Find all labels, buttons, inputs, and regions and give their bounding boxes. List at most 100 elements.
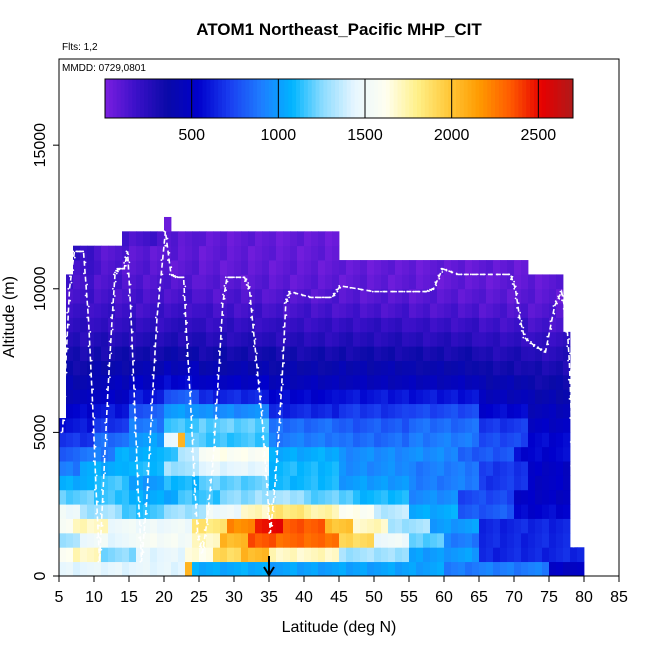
heatmap-cell [416,374,424,390]
heatmap-cell [409,331,417,347]
heatmap-cell [479,504,487,519]
heatmap-cell [346,504,354,519]
heatmap-cell [500,418,508,433]
heatmap-cell [542,317,550,333]
heatmap-cell [409,303,417,318]
flight-track-point [218,388,220,391]
colorbar-swatch [300,79,305,118]
flight-track-point [139,560,142,563]
heatmap-cell [521,389,529,405]
heatmap-cell [129,245,137,261]
colorbar-swatch [413,79,418,118]
heatmap-cell [409,518,417,534]
flight-track-point [136,488,138,491]
heatmap-cell [507,532,515,548]
flight-track-point [564,303,567,306]
heatmap-cell [276,374,284,390]
heatmap-cell [234,331,242,347]
heatmap-cell [220,547,228,563]
heatmap-cell [563,403,571,419]
heatmap-cell [423,331,431,347]
heatmap-cell [325,389,333,405]
flight-track-point [174,276,177,279]
heatmap-cell [444,389,452,405]
heatmap-cell [493,288,501,304]
y-tick-label: 5000 [32,414,49,450]
heatmap-cell [353,274,361,290]
heatmap-cell [129,274,137,290]
heatmap-cell [262,303,270,318]
heatmap-cell [234,475,242,491]
heatmap-cell [367,432,375,448]
heatmap-cell [381,389,389,405]
heatmap-cell [297,518,305,534]
heatmap-cell [472,288,480,304]
heatmap-cell [66,446,74,462]
heatmap-cell [514,446,522,462]
heatmap-cell [101,317,109,333]
heatmap-cell [269,547,277,563]
colorbar-swatch [288,79,293,118]
flight-track-point [569,417,572,419]
heatmap-cell [388,418,396,433]
heatmap-cell [458,360,466,376]
flight-track-point [167,259,169,261]
flight-track-point [283,362,285,364]
heatmap-cell [143,504,151,519]
heatmap-cell [199,561,207,577]
heatmap-cell [227,504,235,519]
flight-track-point [469,273,472,276]
heatmap-cell [122,317,130,333]
heatmap-cell [185,547,193,563]
heatmap-cell [87,461,95,476]
heatmap-cell [73,403,81,419]
heatmap-cell [192,475,200,491]
heatmap-cell [255,303,263,318]
heatmap-cell [129,504,137,519]
heatmap-cell [73,561,81,577]
heatmap-cell [430,274,438,290]
heatmap-cell [122,331,130,347]
flight-track-point [141,548,144,551]
heatmap-cell [108,461,116,476]
heatmap-cell [269,346,277,361]
heatmap-cell [297,346,305,361]
heatmap-cell [451,418,459,433]
heatmap-cell [73,504,81,519]
heatmap-cell [276,418,284,433]
flight-track-point [424,290,427,293]
heatmap-cell [290,274,298,290]
heatmap-cell [416,475,424,491]
flight-track-point [176,276,179,279]
heatmap-cell [199,504,207,519]
heatmap-cell [255,418,263,433]
heatmap-cell [80,532,88,548]
flight-track-point [248,286,251,288]
heatmap-cell [486,532,494,548]
heatmap-cell [528,475,536,491]
heatmap-cell [227,303,235,318]
heatmap-cell [262,331,270,347]
heatmap-cell [101,260,109,275]
heatmap-cell [549,532,557,548]
heatmap-cell [367,547,375,563]
heatmap-cell [507,360,515,376]
flight-track-point [212,431,215,434]
heatmap-cell [241,532,249,548]
flight-track-point [83,272,85,275]
heatmap-cell [325,360,333,376]
heatmap-cell [311,274,319,290]
heatmap-cell [283,389,291,405]
flight-track-point [277,412,280,415]
heatmap-cell [241,403,249,419]
heatmap-cell [472,475,480,491]
colorbar-swatch [183,79,188,118]
colorbar-swatch [378,79,383,118]
colorbar-swatch [366,79,371,118]
heatmap-cell [80,561,88,577]
heatmap-cell [171,518,179,534]
heatmap-cell [416,432,424,448]
heatmap-cell [535,432,543,448]
colorbar-swatch [175,79,180,118]
heatmap-cell [332,303,340,318]
